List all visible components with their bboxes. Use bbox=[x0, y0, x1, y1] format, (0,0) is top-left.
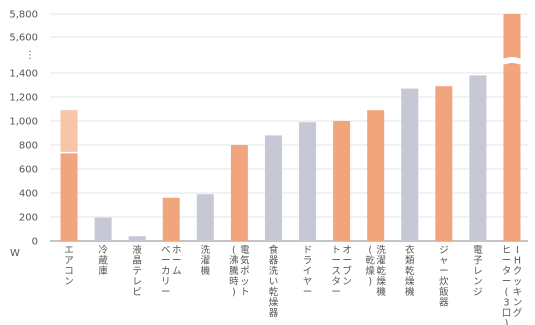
bar-6 bbox=[264, 135, 282, 241]
y-tick-label-6: 1,200 bbox=[9, 93, 38, 104]
x-category-label-9: 洗濯乾燥機(乾燥) bbox=[365, 244, 386, 298]
x-category-label-12: 電子レンジ bbox=[473, 245, 483, 298]
x-category-label-2: 液晶テレビ bbox=[132, 244, 142, 298]
x-category-label-8: オーブントースター bbox=[331, 245, 352, 298]
bar-0 bbox=[60, 153, 78, 241]
y-tick-label-3: 600 bbox=[19, 165, 38, 176]
x-category-label-0: エアコン bbox=[64, 245, 74, 288]
bar-2 bbox=[128, 236, 146, 241]
y-tick-label-8: 5,600 bbox=[9, 33, 38, 44]
x-category-label-1: 冷蔵庫 bbox=[98, 244, 108, 277]
y-tick-label-0: 0 bbox=[32, 237, 38, 248]
x-category-label-3: ホームベーカリー bbox=[161, 245, 182, 298]
bar-range-0 bbox=[60, 110, 78, 152]
x-category-label-13: I H クッキングヒーター(3 口) bbox=[502, 245, 523, 325]
bar-9 bbox=[367, 110, 385, 241]
axis-break-dots: ⋮ bbox=[25, 50, 35, 61]
bar-13 bbox=[503, 14, 521, 241]
x-category-label-10: 衣類乾燥機 bbox=[405, 244, 415, 298]
bar-4 bbox=[196, 194, 214, 241]
bar-11 bbox=[435, 86, 453, 241]
y-tick-label-2: 400 bbox=[19, 189, 38, 200]
y-tick-label-1: 200 bbox=[19, 213, 38, 224]
bar-break-13 bbox=[500, 57, 524, 66]
x-category-label-5: 電気ポット(沸騰時) bbox=[229, 245, 250, 298]
x-category-label-6: 食器洗い乾燥器 bbox=[269, 244, 279, 319]
y-tick-label-5: 1,000 bbox=[9, 117, 38, 128]
x-category-label-4: 洗濯機 bbox=[201, 244, 211, 277]
bar-7 bbox=[299, 122, 317, 241]
unit-label: W bbox=[10, 248, 20, 259]
x-category-label-11: ジャー炊飯器 bbox=[439, 245, 449, 309]
y-tick-label-9: 5,800 bbox=[9, 10, 38, 21]
bar-1 bbox=[94, 217, 112, 241]
bar-12 bbox=[469, 75, 487, 242]
bar-8 bbox=[333, 121, 351, 241]
x-category-label-7: ドライヤー bbox=[303, 245, 313, 298]
bar-10 bbox=[401, 88, 419, 241]
y-tick-label-4: 800 bbox=[19, 141, 38, 152]
bar-3 bbox=[162, 197, 180, 241]
y-tick-label-7: 1,400 bbox=[9, 69, 38, 80]
bar-5 bbox=[230, 145, 248, 241]
